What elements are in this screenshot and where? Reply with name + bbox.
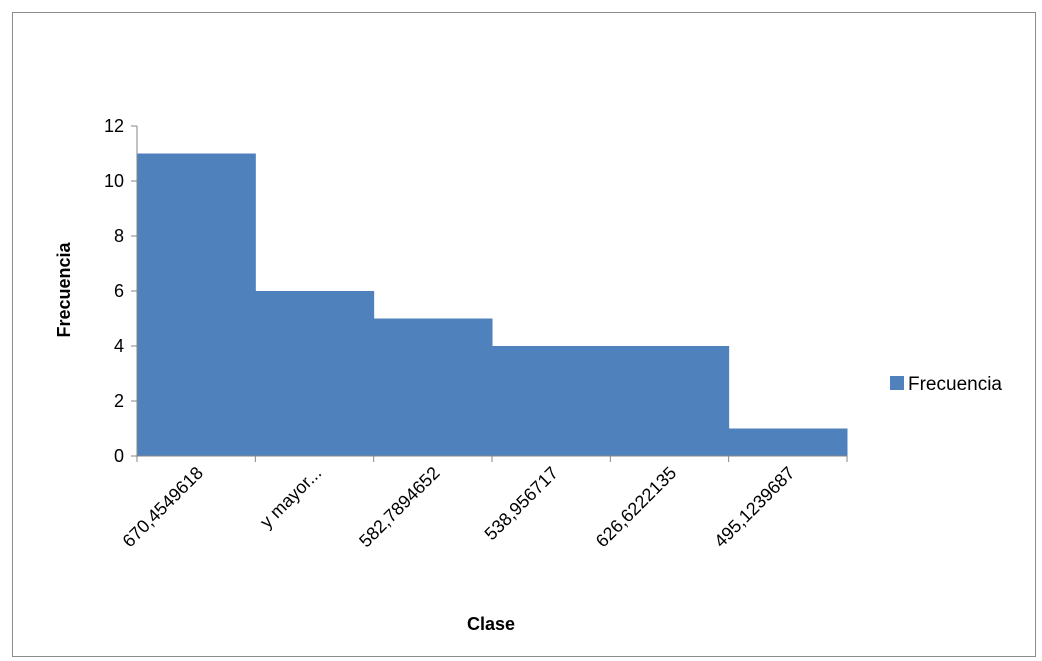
bar-4 [492, 346, 611, 456]
x-tick-label: 538,956717 [481, 463, 562, 544]
bar-1 [137, 153, 256, 456]
y-ticks-group: 0 2 4 6 8 10 12 [104, 116, 137, 466]
bars-group [137, 153, 848, 456]
x-ticks-group: 670,4549618 y mayor... 582,7894652 538,9567… [119, 456, 848, 551]
y-tick-label: 4 [114, 336, 124, 356]
bar-6 [728, 428, 848, 456]
bar-2 [255, 291, 375, 456]
y-tick-label: 2 [114, 391, 124, 411]
y-axis-title: Frecuencia [54, 241, 74, 337]
bar-5 [610, 346, 730, 456]
x-tick-label: 626,6222135 [592, 463, 680, 551]
x-tick-label: 582,7894652 [355, 463, 443, 551]
y-tick-label: 6 [114, 281, 124, 301]
legend-swatch [890, 376, 904, 390]
y-tick-label: 8 [114, 226, 124, 246]
legend: Frecuencia [890, 374, 1002, 395]
x-tick-label: y mayor... [256, 463, 325, 532]
y-tick-label: 0 [114, 446, 124, 466]
x-tick-label: 670,4549618 [119, 463, 207, 551]
bar-3 [373, 318, 493, 456]
x-tick-label: 495,1239687 [710, 463, 798, 551]
legend-label: Frecuencia [908, 374, 1002, 395]
y-tick-label: 12 [104, 116, 124, 136]
y-tick-label: 10 [104, 171, 124, 191]
x-axis-title: Clase [467, 614, 515, 634]
